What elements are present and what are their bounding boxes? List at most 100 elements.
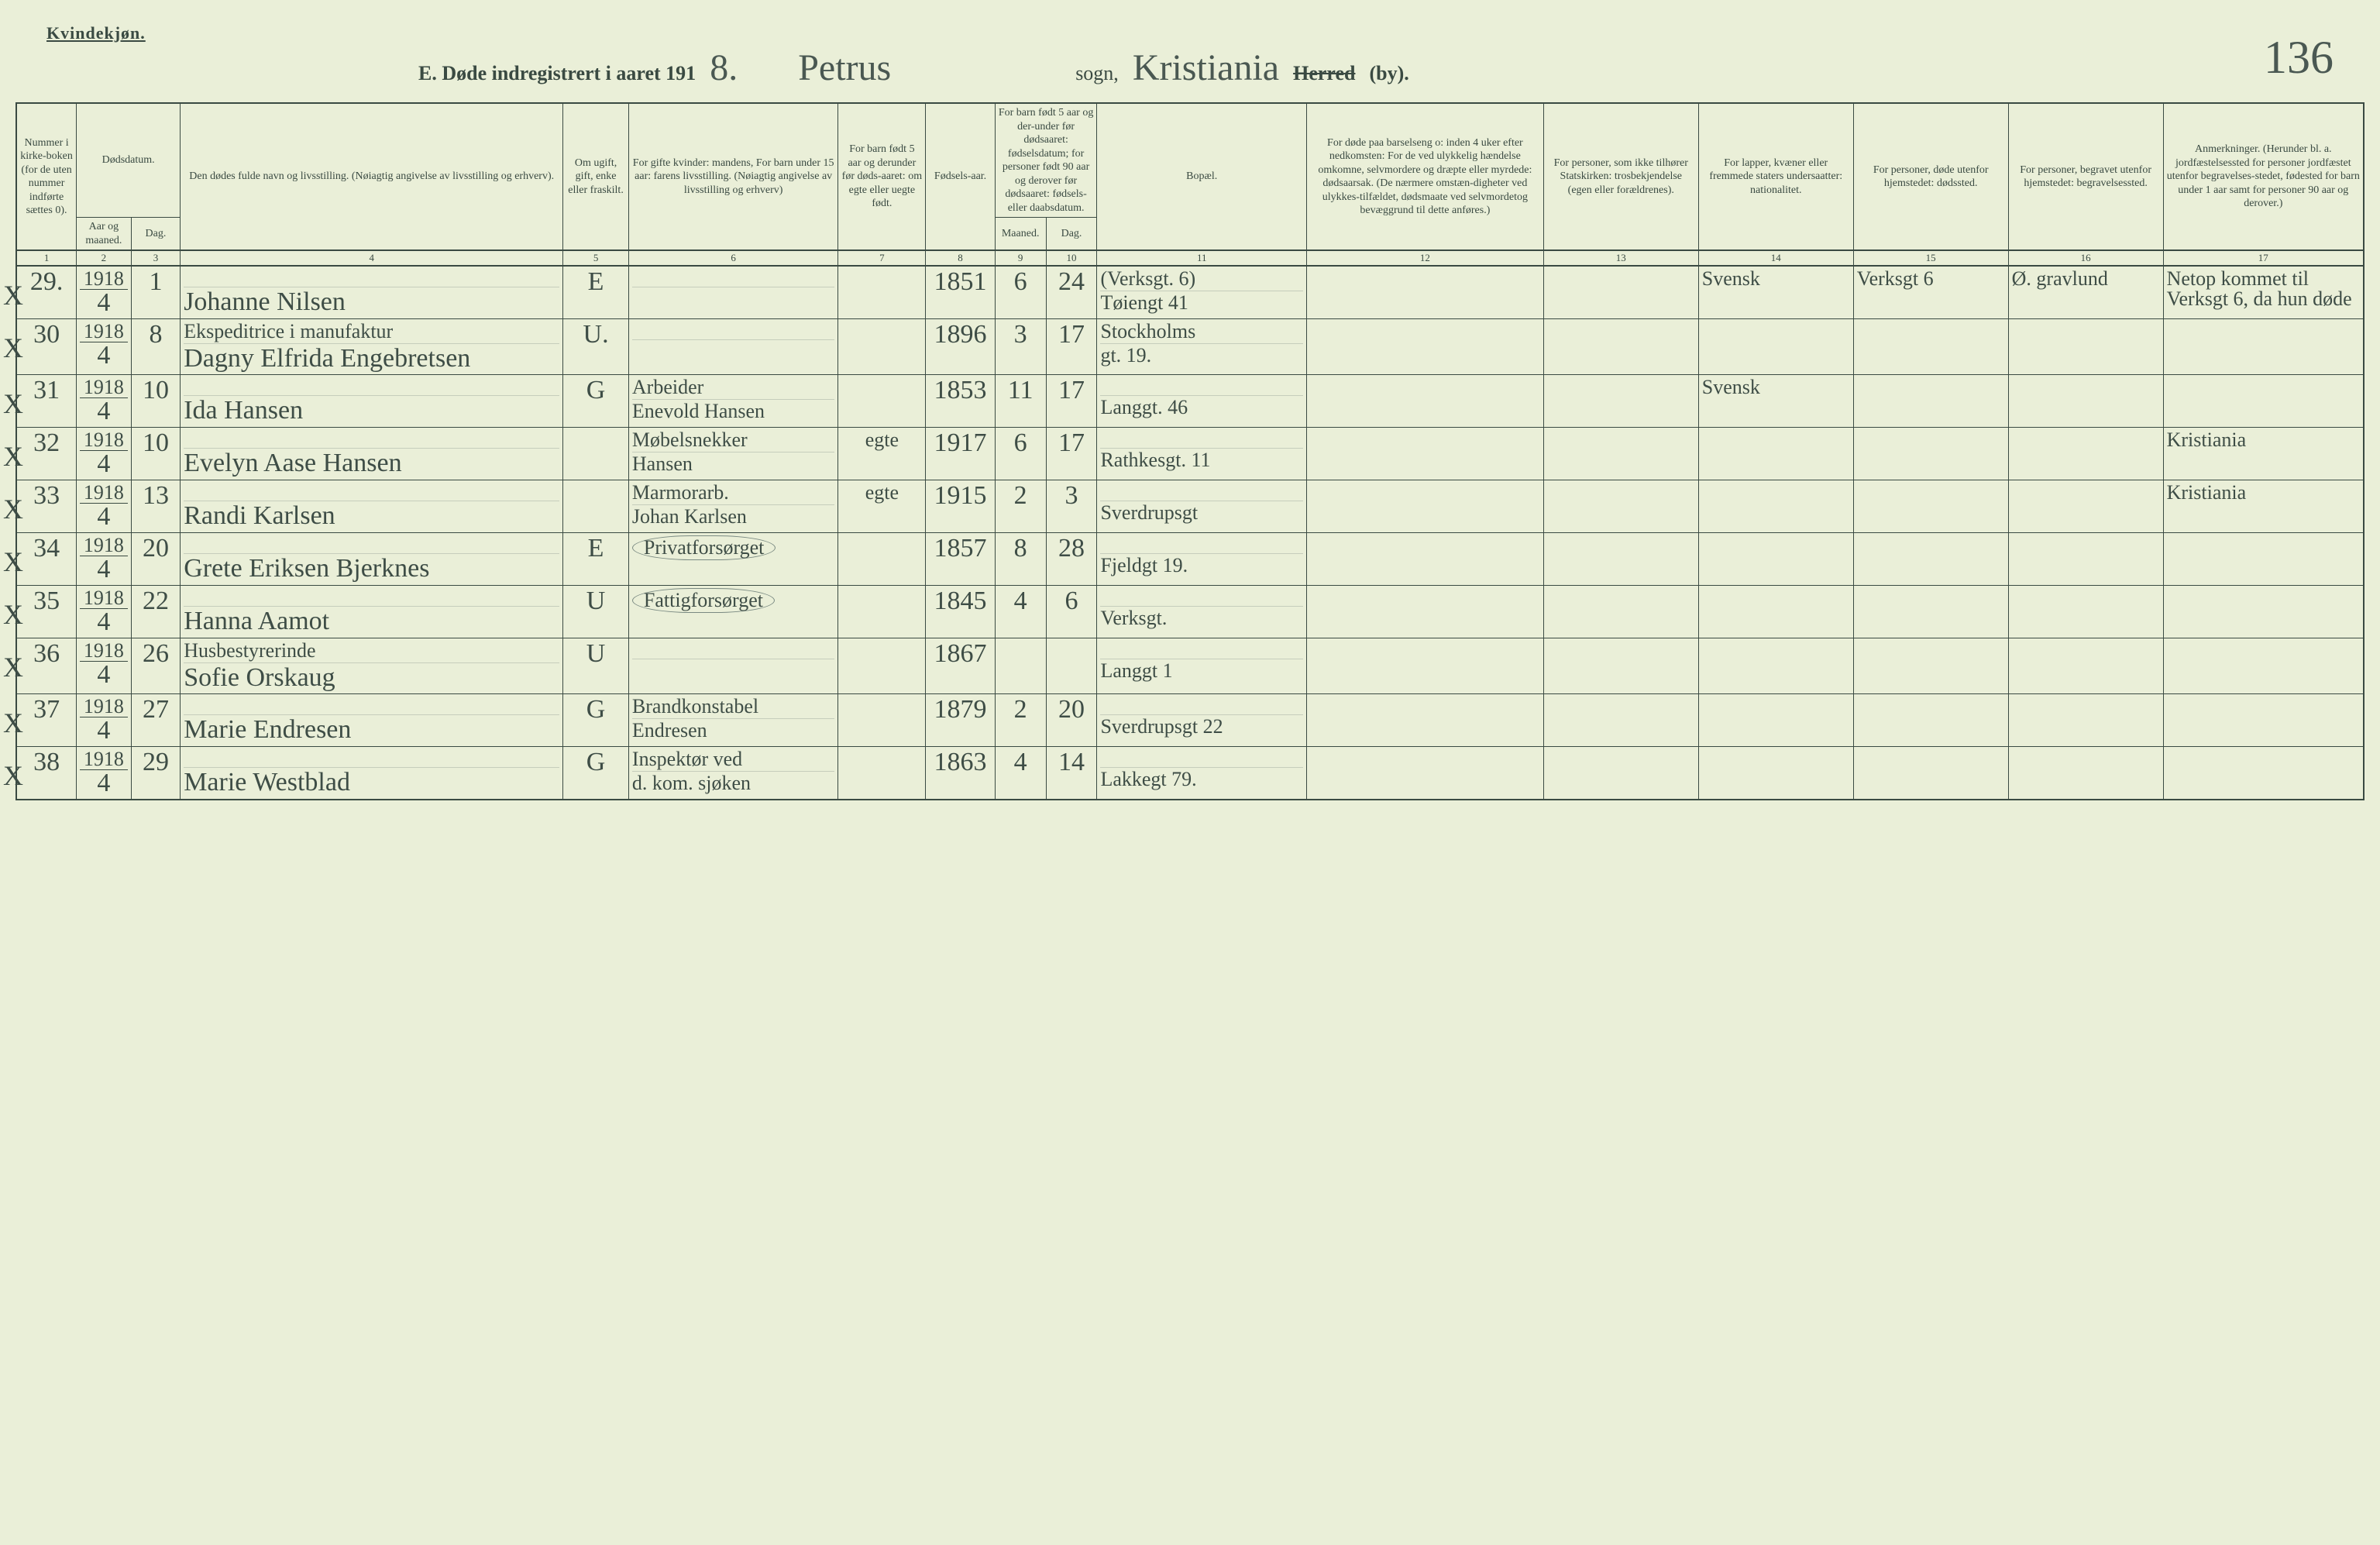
day-cell: 1 [131,266,181,319]
residence: Rathkesgt. 11 [1100,450,1303,470]
col-header: Dødsdatum. [77,103,181,218]
residence: gt. 19. [1100,346,1303,366]
c13-cell [1543,375,1698,428]
person-name: Marie Endresen [184,717,559,743]
birth-year: 1867 [934,639,987,668]
residence-top: (Verksgt. 6) [1100,269,1303,291]
birth-year: 1845 [934,587,987,615]
c17-cell [2163,694,2364,747]
c16-cell [2008,586,2163,638]
c15-cell [1853,375,2008,428]
c15-cell [1853,319,2008,375]
person-name: Randi Karlsen [184,503,559,529]
x-mark-icon: X [3,332,23,364]
residence: Fjeldgt 19. [1100,556,1303,576]
c10-cell [1046,638,1097,694]
death-year: 1918 [80,535,128,556]
person-name: Grete Eriksen Bjerknes [184,556,559,582]
person-name: Johanne Nilsen [184,289,559,315]
c6-top: Marmorarb. [632,483,835,505]
c16-value: Ø. gravlund [2012,267,2108,290]
table-row: X351918422 Hanna AamotUFattigforsørget18… [16,586,2364,638]
birth-month: 4 [1014,748,1027,776]
colnum: 13 [1543,250,1698,266]
x-mark-icon: X [3,440,23,473]
sogn-label: sogn, [1075,62,1119,85]
death-day: 27 [143,695,169,724]
person-name: Marie Westblad [184,769,559,796]
c17-cell [2163,586,2364,638]
status-cell: E [563,266,629,319]
year-month-cell: 19184 [77,694,132,747]
birth-day: 24 [1058,267,1085,296]
c17-value: Kristiania [2167,428,2247,451]
table-row: X361918426HusbestyrerindeSofie OrskaugU … [16,638,2364,694]
c6-top: Arbeider [632,377,835,400]
c6-cell [628,638,838,694]
c14-cell [1698,533,1853,586]
col-header: For barn født 5 aar og der-under før død… [995,103,1097,218]
c9-cell: 4 [995,747,1046,800]
marital-status: G [586,748,606,776]
col-header: Dag. [131,218,181,251]
kvindekjon-label: Kvindekjøn. [46,23,2365,43]
number-cell: X29. [16,266,77,319]
c8-cell: 1853 [926,375,995,428]
birth-month: 3 [1014,320,1027,349]
c6-top: Møbelsnekker [632,430,835,452]
birth-year: 1896 [934,320,987,349]
register-table: Nummer i kirke-boken (for de uten nummer… [15,102,2365,800]
x-mark-icon: X [3,598,23,631]
column-number-row: 1 2 3 4 5 6 7 8 9 10 11 12 13 14 15 16 1… [16,250,2364,266]
c13-cell [1543,428,1698,480]
col-header: Dag. [1046,218,1097,251]
residence: Langgt 1 [1100,661,1303,681]
c15-cell [1853,533,2008,586]
c12-cell [1306,266,1543,319]
title-row: E. Døde indregistrert i aaret 191 8. Pet… [418,50,2365,87]
day-cell: 26 [131,638,181,694]
c6-circled: Privatforsørget [632,535,776,560]
c6-cell: Marmorarb.Johan Karlsen [628,480,838,533]
x-mark-icon: X [3,387,23,420]
name-cell: Marie Westblad [181,747,563,800]
district-name: Kristiania [1133,50,1279,87]
col-header: Aar og maaned. [77,218,132,251]
table-row: X30191848Ekspeditrice i manufakturDagny … [16,319,2364,375]
birth-day: 17 [1058,428,1085,457]
c10-cell: 17 [1046,428,1097,480]
death-day: 10 [143,428,169,457]
c9-cell: 6 [995,428,1046,480]
marital-status: E [588,534,604,563]
death-month: 4 [80,662,128,688]
name-cell: HusbestyrerindeSofie Orskaug [181,638,563,694]
death-year: 1918 [80,269,128,290]
entry-number: 34 [33,534,60,563]
c10-cell: 24 [1046,266,1097,319]
colnum: 10 [1046,250,1097,266]
col-header: Nummer i kirke-boken (for de uten nummer… [16,103,77,250]
colnum: 11 [1097,250,1307,266]
legitimacy: egte [865,428,899,451]
c6-cell: Fattigforsørget [628,586,838,638]
day-cell: 10 [131,375,181,428]
c8-cell: 1879 [926,694,995,747]
c17-cell [2163,533,2364,586]
colnum: 1 [16,250,77,266]
colnum: 5 [563,250,629,266]
col-header: Fødsels-aar. [926,103,995,250]
c17-cell [2163,638,2364,694]
death-year: 1918 [80,588,128,609]
c7-cell [838,375,926,428]
c6-cell [628,319,838,375]
table-row: X371918427 Marie EndresenGBrandkonstabel… [16,694,2364,747]
c10-cell: 20 [1046,694,1097,747]
death-year: 1918 [80,641,128,662]
c17-cell [2163,747,2364,800]
residence: Tøiengt 41 [1100,293,1303,313]
death-month: 4 [80,609,128,635]
name-cell: Marie Endresen [181,694,563,747]
c14-cell [1698,319,1853,375]
number-cell: X36 [16,638,77,694]
c6-cell: Inspektør vedd. kom. sjøken [628,747,838,800]
